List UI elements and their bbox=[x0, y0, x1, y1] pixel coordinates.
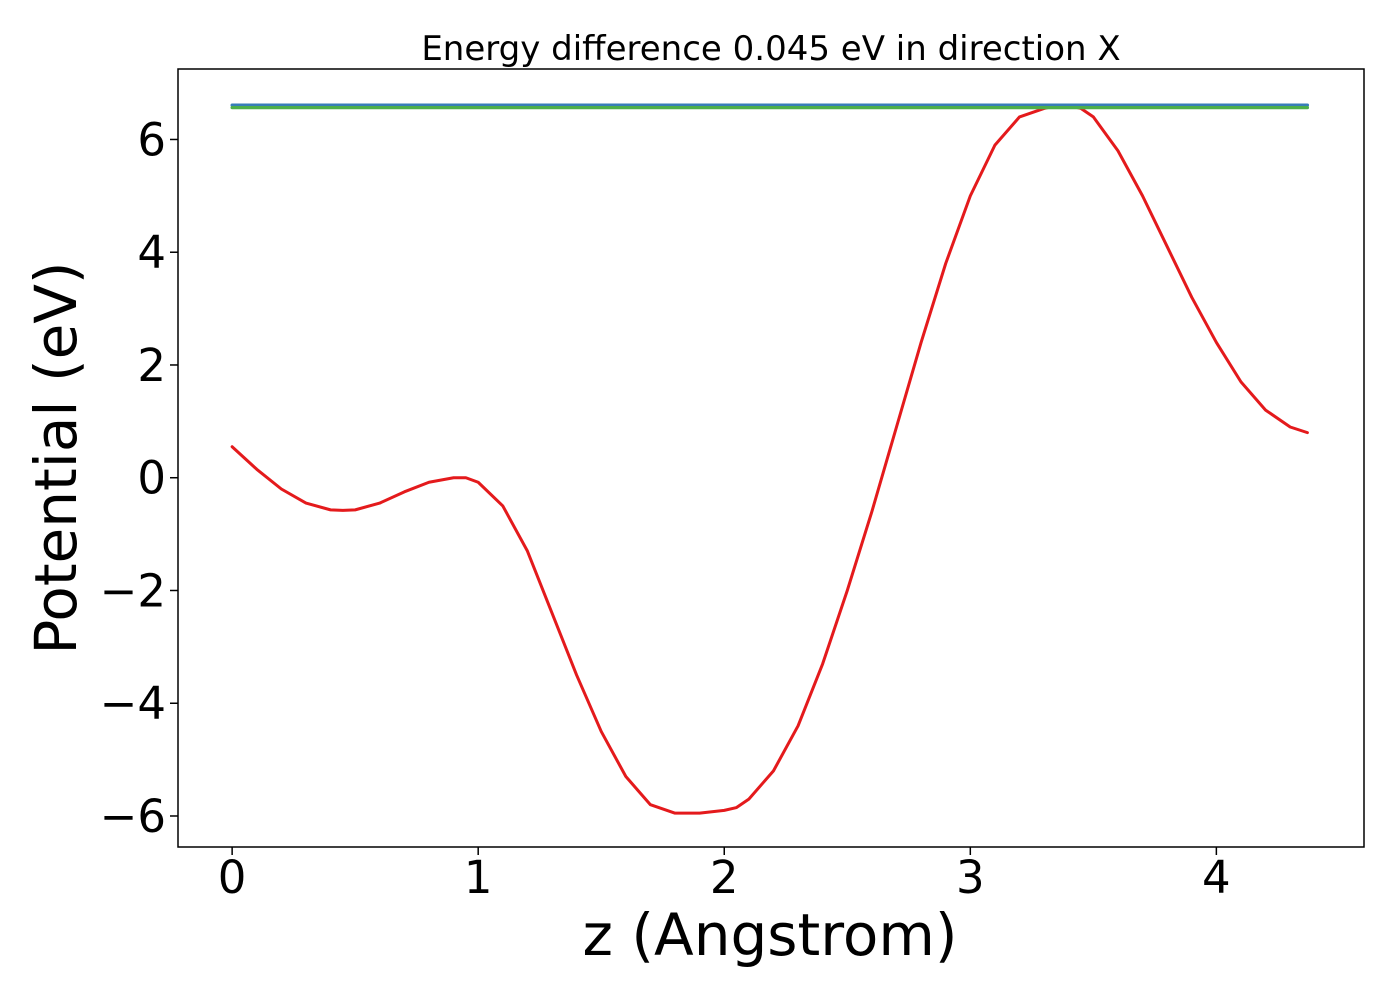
y-tick-label-4: 0 bbox=[137, 452, 166, 505]
x-tick-label-5: 4 bbox=[1202, 851, 1231, 904]
series-layer bbox=[230, 103, 1310, 815]
y-tick-label-1: −6 bbox=[100, 790, 166, 843]
series-line-1 bbox=[230, 104, 1309, 815]
y-tick-label-6: 4 bbox=[137, 226, 166, 279]
y-tick-label-2: −4 bbox=[100, 677, 166, 730]
chart-title: Energy difference 0.045 eV in direction … bbox=[421, 29, 1120, 69]
y-tick-label-7: 6 bbox=[137, 113, 166, 166]
x-tick-label-2: 1 bbox=[464, 851, 493, 904]
y-tick-label-5: 2 bbox=[137, 339, 166, 392]
y-axis-ticks: −6 −4 −2 0 2 4 6 bbox=[100, 113, 178, 843]
x-axis-label: z (Angstrom) bbox=[583, 901, 958, 969]
x-tick-label-1: 0 bbox=[218, 851, 247, 904]
plot-area bbox=[177, 68, 1365, 848]
x-tick-label-4: 3 bbox=[956, 851, 985, 904]
y-axis-label: Potential (eV) bbox=[22, 261, 90, 654]
x-axis-ticks: 0 1 2 3 4 bbox=[218, 847, 1231, 904]
x-tick-label-3: 2 bbox=[710, 851, 739, 904]
y-tick-label-3: −2 bbox=[100, 564, 166, 617]
